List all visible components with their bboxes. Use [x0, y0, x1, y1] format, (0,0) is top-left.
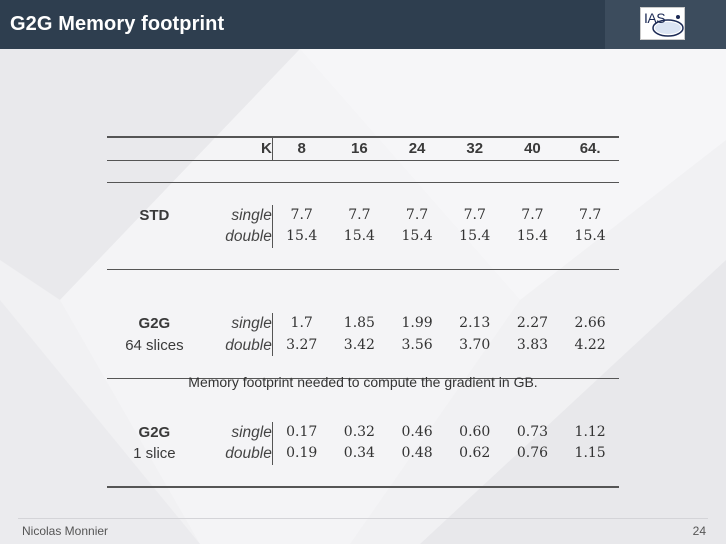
method-name: G2G: [138, 423, 171, 441]
table-cell: 2.66: [574, 315, 606, 331]
table-row: 64 slices double 3.27 3.42 3.56 3.70 3.8…: [107, 334, 619, 356]
table-cell: 3.70: [459, 336, 491, 353]
precision-label: single: [201, 421, 273, 443]
table-cell: 1.15: [574, 445, 606, 461]
method-name: STD: [139, 206, 170, 224]
k-value: 16: [351, 140, 368, 157]
precision-label: single: [201, 204, 273, 226]
table-cell: 2.27: [516, 315, 549, 331]
table-cell: 7.7: [348, 206, 371, 223]
footer-divider: [18, 518, 708, 519]
table-row: G2G single 0.17 0.32 0.46 0.60 0.73 1.12: [107, 421, 619, 443]
method-subname: 1 slice: [133, 445, 176, 462]
memory-table: K 8 16 24 32 40 64. STD single 7.7 7.7 7…: [107, 136, 619, 510]
table-cell: 1.7: [290, 315, 313, 331]
table-cell: 3.83: [516, 336, 549, 353]
table-cell: 15.4: [401, 228, 433, 244]
slide-title: G2G Memory footprint: [10, 13, 225, 35]
precision-label: double: [201, 443, 273, 465]
institute-logo: IAS: [640, 7, 685, 40]
table-cell: 0.32: [343, 423, 375, 440]
table-cell: 0.76: [516, 445, 549, 461]
table-cell: 7.7: [521, 206, 544, 223]
table-cell: 15.4: [343, 228, 375, 244]
table-cell: 15.4: [459, 228, 491, 244]
table-cell: 0.34: [343, 445, 375, 461]
table-cell: 0.17: [286, 423, 318, 440]
table-cell: 3.27: [286, 336, 318, 353]
table-cell: 3.56: [401, 336, 433, 353]
k-value: 32: [466, 140, 484, 157]
precision-label: double: [201, 334, 273, 356]
footer-author: Nicolas Monnier: [22, 524, 109, 538]
table-cell: 15.4: [574, 228, 606, 244]
table-row: G2G single 1.7 1.85 1.99 2.13 2.27 2.66: [107, 313, 619, 335]
k-value: 24: [408, 140, 426, 157]
table-cell: 3.42: [343, 336, 375, 353]
k-value: 64.: [579, 140, 601, 157]
table-row: STD single 7.7 7.7 7.7 7.7 7.7 7.7: [107, 204, 619, 226]
method-subname: [107, 226, 202, 248]
table-caption: Memory footprint needed to compute the g…: [188, 374, 538, 390]
table-cell: 0.62: [459, 445, 491, 461]
logo-text: IAS: [644, 10, 666, 26]
table-cell: 0.73: [516, 423, 549, 440]
table-cell: 7.7: [405, 206, 429, 223]
page-number: 24: [692, 524, 706, 538]
header-row: K 8 16 24 32 40 64.: [107, 137, 619, 160]
table-cell: 15.4: [286, 228, 318, 244]
method-subname: 64 slices: [125, 336, 184, 354]
table-cell: 0.46: [401, 423, 433, 440]
table-cell: 0.19: [286, 445, 318, 461]
table-cell: 1.12: [574, 423, 606, 440]
precision-label: double: [201, 226, 273, 248]
k-label: K: [107, 137, 273, 160]
table-cell: 7.7: [579, 206, 602, 223]
table-cell: 1.99: [401, 315, 433, 331]
table-row: 1 slice double 0.19 0.34 0.48 0.62 0.76 …: [107, 443, 619, 465]
table-cell: 15.4: [516, 228, 549, 244]
table-cell: 4.22: [574, 336, 606, 353]
table-cell: 7.7: [463, 206, 486, 223]
table-cell: 0.48: [401, 445, 433, 461]
table-row: double 15.4 15.4 15.4 15.4 15.4 15.4: [107, 226, 619, 248]
table-cell: 0.60: [459, 423, 491, 440]
table-cell: 2.13: [459, 315, 491, 331]
k-value: 8: [297, 140, 306, 157]
table-cell: 7.7: [290, 206, 313, 223]
table-cell: 1.85: [343, 315, 375, 331]
precision-label: single: [201, 313, 273, 335]
method-name: G2G: [138, 315, 171, 332]
k-value: 40: [524, 140, 541, 157]
